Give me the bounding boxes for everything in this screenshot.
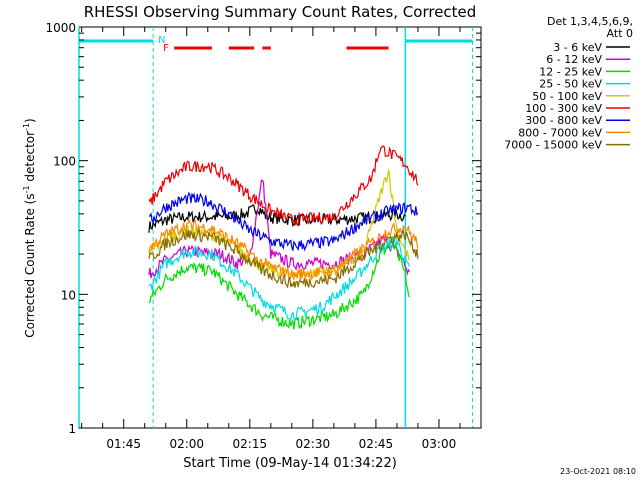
plot-frame: [78, 26, 482, 429]
y-tick-label: 1000: [45, 21, 76, 35]
timestamp: 23-Oct-2021 08:10: [560, 467, 636, 476]
legend-label: 12 - 25 keV: [539, 65, 602, 78]
x-tick-label: 02:15: [233, 437, 268, 451]
y-axis-label-main: Corrected Count Rate (s: [23, 193, 37, 337]
legend-header-line-1: Det 1,3,4,5,6,9,: [547, 15, 633, 28]
y-axis-label-sup1: -1: [22, 185, 31, 193]
legend-label: 800 - 7000 keV: [518, 126, 602, 139]
y-axis-label-sup2: -1: [22, 123, 31, 131]
y-tick-label: 100: [53, 155, 76, 169]
chart-title: RHESSI Observing Summary Count Rates, Co…: [84, 3, 477, 21]
flare-flag-label: F: [163, 43, 169, 54]
y-tick-label: 10: [61, 288, 76, 302]
x-tick-label: 01:45: [106, 437, 141, 451]
y-tick-label: 1: [68, 422, 76, 436]
legend-header-line-2: Att 0: [607, 27, 633, 40]
x-axis-label: Start Time (09-May-14 01:34:22): [183, 456, 397, 471]
y-axis-label-end: ): [23, 118, 37, 123]
y-axis-label-mid: detector: [23, 131, 37, 186]
x-tick-label: 03:00: [422, 437, 457, 451]
series-line-8: [148, 228, 419, 289]
legend-label: 300 - 800 keV: [525, 114, 602, 127]
series-line-5: [148, 145, 419, 227]
series-line-3: [148, 237, 411, 322]
legend-label: 100 - 300 keV: [525, 102, 602, 115]
legend-label: 7000 - 15000 keV: [504, 139, 602, 152]
y-axis-label: Corrected Count Rate (s-1 detector-1): [22, 118, 37, 337]
legend-label: 6 - 12 keV: [546, 53, 602, 66]
series-line-6: [148, 191, 419, 252]
x-tick-label: 02:45: [359, 437, 394, 451]
legend-label: 25 - 50 keV: [539, 78, 602, 91]
x-tick-label: 02:30: [296, 437, 331, 451]
x-tick-label: 02:00: [169, 437, 204, 451]
legend-label: 3 - 6 keV: [553, 41, 602, 54]
series-line-7: [148, 218, 419, 282]
series-layer: [148, 145, 419, 330]
legend-label: 50 - 100 keV: [532, 90, 602, 103]
flag-layer: NF: [78, 27, 474, 428]
night-flag-label: N: [158, 35, 165, 46]
series-line-0: [148, 204, 406, 233]
axes-layer: 1 10 100 1000 01:45 02:00 02:15 02:30 02:45 03:00: [45, 21, 482, 451]
series-line-2: [148, 235, 411, 330]
